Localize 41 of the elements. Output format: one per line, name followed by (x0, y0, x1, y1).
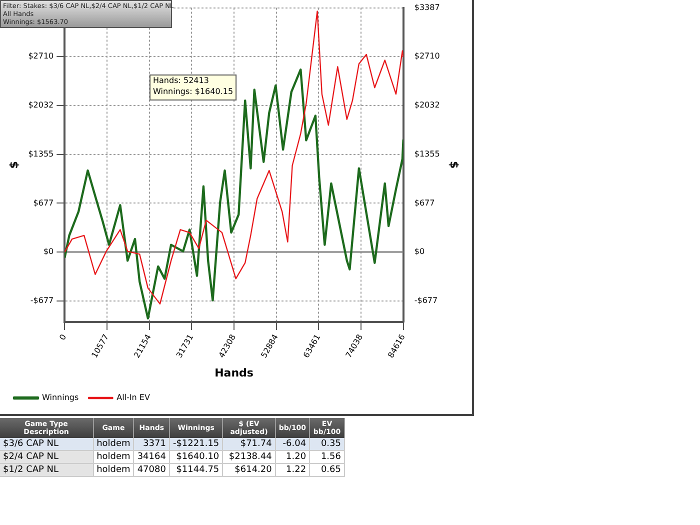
y2-tick-label: $0 (414, 247, 425, 256)
y2-axis-title: $ (448, 161, 461, 169)
y-tick-label: $677 (33, 198, 54, 208)
text: $1640.10 (169, 450, 223, 464)
text: 0.65 (310, 464, 344, 476)
y2-tick-label: $2710 (414, 52, 440, 61)
text: -6.04 (275, 438, 310, 450)
text: 34164 (134, 450, 170, 464)
legend-label: Winnings (42, 393, 79, 402)
text: 1.22 (275, 464, 310, 476)
x-tick-label: 0 (58, 332, 68, 342)
y-axis-title: $ (7, 161, 20, 169)
text: 0.35 (310, 438, 344, 450)
text: $614.20 (222, 464, 276, 476)
legend-label: All-In EV (116, 393, 150, 402)
y-tick-label: $2710 (28, 52, 54, 61)
text: holdem (93, 464, 134, 476)
text: holdem (93, 450, 134, 464)
y-tick-label: $1355 (28, 149, 54, 158)
text: 1.56 (310, 450, 344, 464)
text: 3371 (134, 438, 170, 450)
y-tick-label: $0 (43, 247, 54, 256)
text: 1.20 (275, 450, 310, 464)
text: $3/6 CAP NL (0, 438, 94, 450)
text: holdem (93, 438, 134, 450)
text: $71.74 (222, 438, 276, 450)
text: $1/2 CAP NL (0, 464, 94, 476)
text: $2138.44 (222, 450, 276, 464)
y-tick-label: -$677 (30, 296, 54, 305)
text: $2/4 CAP NL (0, 450, 94, 464)
y2-tick-label: $2032 (414, 100, 440, 110)
y2-tick-label: $677 (414, 198, 435, 208)
text: -$1221.15 (169, 438, 223, 450)
text: $1144.75 (169, 464, 223, 476)
y2-tick-label: $1355 (414, 149, 440, 158)
text: 47080 (134, 464, 170, 476)
y-tick-label: $2032 (28, 100, 54, 110)
annotation: Hands: 52413 Winnings: $1640.15 (153, 76, 234, 96)
y2-tick-label: -$677 (414, 296, 438, 305)
x-axis-title: Hands (214, 366, 254, 380)
y2-tick-label: $3387 (414, 2, 440, 12)
